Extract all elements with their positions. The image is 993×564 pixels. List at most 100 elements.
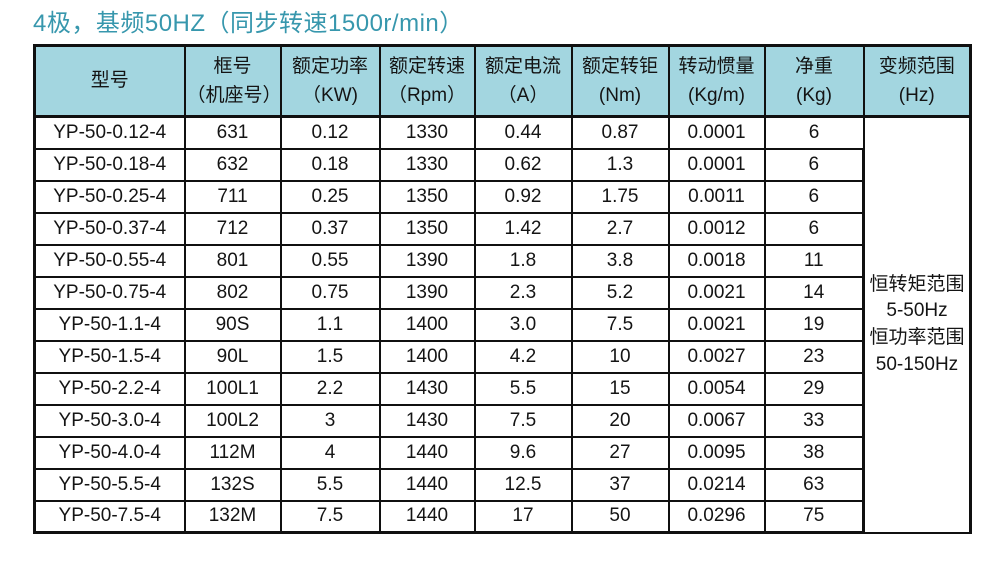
table-cell: YP-50-0.25-4: [33, 179, 186, 214]
table-cell: 711: [183, 179, 282, 214]
header-label: 转动惯量: [678, 55, 755, 77]
table-cell: 2.7: [570, 211, 670, 246]
table-cell: 17: [473, 499, 573, 535]
table-cell: 6: [763, 147, 865, 182]
table-cell: 4: [279, 435, 381, 470]
table-cell: 801: [183, 243, 282, 278]
table-cell: 11: [763, 243, 865, 278]
table-cell: 1400: [378, 339, 476, 374]
table-cell: 23: [763, 339, 865, 374]
table-cell: 0.37: [279, 211, 381, 246]
table-cell: 7.5: [473, 403, 573, 438]
table-cell: 5.2: [570, 275, 670, 310]
table-cell: 0.18: [279, 147, 381, 182]
table-cell: 10: [570, 339, 670, 374]
table-cell: YP-50-3.0-4: [33, 403, 186, 438]
header-unit: (Nm): [598, 85, 642, 107]
header-unit: (Kg): [796, 85, 832, 107]
table-cell: 1350: [378, 179, 476, 214]
table-cell: 38: [763, 435, 865, 470]
frequency-range-line: 50-150Hz: [875, 353, 959, 375]
table-cell: 0.55: [279, 243, 381, 278]
frequency-range-line: 5-50Hz: [886, 300, 948, 322]
table-cell: 75: [763, 499, 865, 535]
header-rated-torque: 额定转钜 (Nm): [570, 44, 670, 119]
table-cell: 0.62: [473, 147, 573, 182]
header-inertia: 转动惯量 (Kg/m): [667, 44, 766, 119]
header-label: 额定功率: [291, 55, 368, 77]
table-cell: 6: [763, 179, 865, 214]
table-cell: 100L1: [183, 371, 282, 406]
table-cell: 0.0021: [667, 307, 766, 342]
table-cell: YP-50-0.12-4: [33, 115, 186, 150]
table-row: YP-50-1.5-4 90L 1.5 1400 4.2 10 0.0027 23: [33, 339, 971, 374]
table-cell: 1430: [378, 371, 476, 406]
table-cell: 1430: [378, 403, 476, 438]
table-cell: 132S: [183, 467, 282, 502]
table-cell: 1.3: [570, 147, 670, 182]
table-cell: 12.5: [473, 467, 573, 502]
header-unit: （A）: [497, 85, 549, 107]
table-cell: 1330: [378, 147, 476, 182]
table-row: YP-50-7.5-4 132M 7.5 1440 17 50 0.0296 75: [33, 499, 971, 535]
header-label: 额定转速: [388, 55, 465, 77]
table-cell: 0.0214: [667, 467, 766, 502]
table-cell: 3.8: [570, 243, 670, 278]
table-cell: 0.44: [473, 115, 573, 150]
motor-spec-table: 型号 框号 （机座号） 额定功率 （KW) 额定转速 （Rpm） 额定电流: [33, 44, 972, 535]
table-cell: 1330: [378, 115, 476, 150]
table-cell: 0.0067: [667, 403, 766, 438]
header-rated-current: 额定电流 （A）: [473, 44, 573, 119]
table-cell: 90L: [183, 339, 282, 374]
frequency-range-cell: 恒转矩范围 5-50Hz 恒功率范围 50-150Hz: [862, 115, 972, 534]
table-cell: 1.5: [279, 339, 381, 374]
table-cell: 0.0095: [667, 435, 766, 470]
table-row: YP-50-0.75-4 802 0.75 1390 2.3 5.2 0.0021 14: [33, 275, 971, 310]
table-cell: 90S: [183, 307, 282, 342]
table-cell: 1.75: [570, 179, 670, 214]
table-cell: 0.0012: [667, 211, 766, 246]
table-cell: 63: [763, 467, 865, 502]
table-cell: 14: [763, 275, 865, 310]
table-cell: YP-50-5.5-4: [33, 467, 186, 502]
table-cell: 19: [763, 307, 865, 342]
table-cell: 2.2: [279, 371, 381, 406]
table-cell: 631: [183, 115, 282, 150]
header-model: 型号: [33, 44, 186, 119]
frequency-range-line: 恒功率范围: [869, 326, 965, 348]
table-cell: 1390: [378, 275, 476, 310]
table-cell: YP-50-2.2-4: [33, 371, 186, 406]
table-cell: 1.8: [473, 243, 573, 278]
table-row: YP-50-0.12-4 631 0.12 1330 0.44 0.87 0.0001 6 恒转…: [33, 115, 972, 534]
table-cell: 3.0: [473, 307, 573, 342]
table-row: YP-50-0.25-4 711 0.25 1350 0.92 1.75 0.0011 6: [33, 179, 971, 214]
table-cell: YP-50-1.5-4: [33, 339, 186, 374]
page-title: 4极，基频50HZ（同步转速1500r/min）: [33, 10, 464, 37]
header-unit: (Hz): [898, 85, 935, 107]
header-label: 额定转钜: [581, 55, 658, 77]
table-cell: 1.1: [279, 307, 381, 342]
table-cell: 632: [183, 147, 282, 182]
header-rated-power: 额定功率 （KW): [279, 44, 381, 119]
table-cell: 0.25: [279, 179, 381, 214]
table-row: YP-50-2.2-4 100L1 2.2 1430 5.5 15 0.0054 29: [33, 371, 971, 406]
header-unit: （KW): [302, 85, 358, 107]
table-cell: YP-50-0.18-4: [33, 147, 186, 182]
table-cell: YP-50-0.75-4: [33, 275, 186, 310]
table-cell: 1440: [378, 467, 476, 502]
table-cell: 37: [570, 467, 670, 502]
table-cell: 0.87: [570, 115, 670, 150]
table-cell: 0.12: [279, 115, 381, 150]
table-cell: 802: [183, 275, 282, 310]
table-cell: 0.0018: [667, 243, 766, 278]
table-cell: 0.0001: [667, 115, 766, 150]
header-frequency-range: 变频范围 (Hz): [862, 44, 972, 119]
table-cell: YP-50-0.55-4: [33, 243, 186, 278]
table-cell: 0.0027: [667, 339, 766, 374]
table-cell: 112M: [183, 435, 282, 470]
frequency-range-line: 恒转矩范围: [869, 273, 965, 295]
table-row: YP-50-5.5-4 132S 5.5 1440 12.5 37 0.0214 63: [33, 467, 971, 502]
table-row: YP-50-1.1-4 90S 1.1 1400 3.0 7.5 0.0021 19: [33, 307, 971, 342]
header-label: 型号: [90, 70, 129, 92]
table-row: YP-50-0.18-4 632 0.18 1330 0.62 1.3 0.0001 6: [33, 147, 971, 182]
